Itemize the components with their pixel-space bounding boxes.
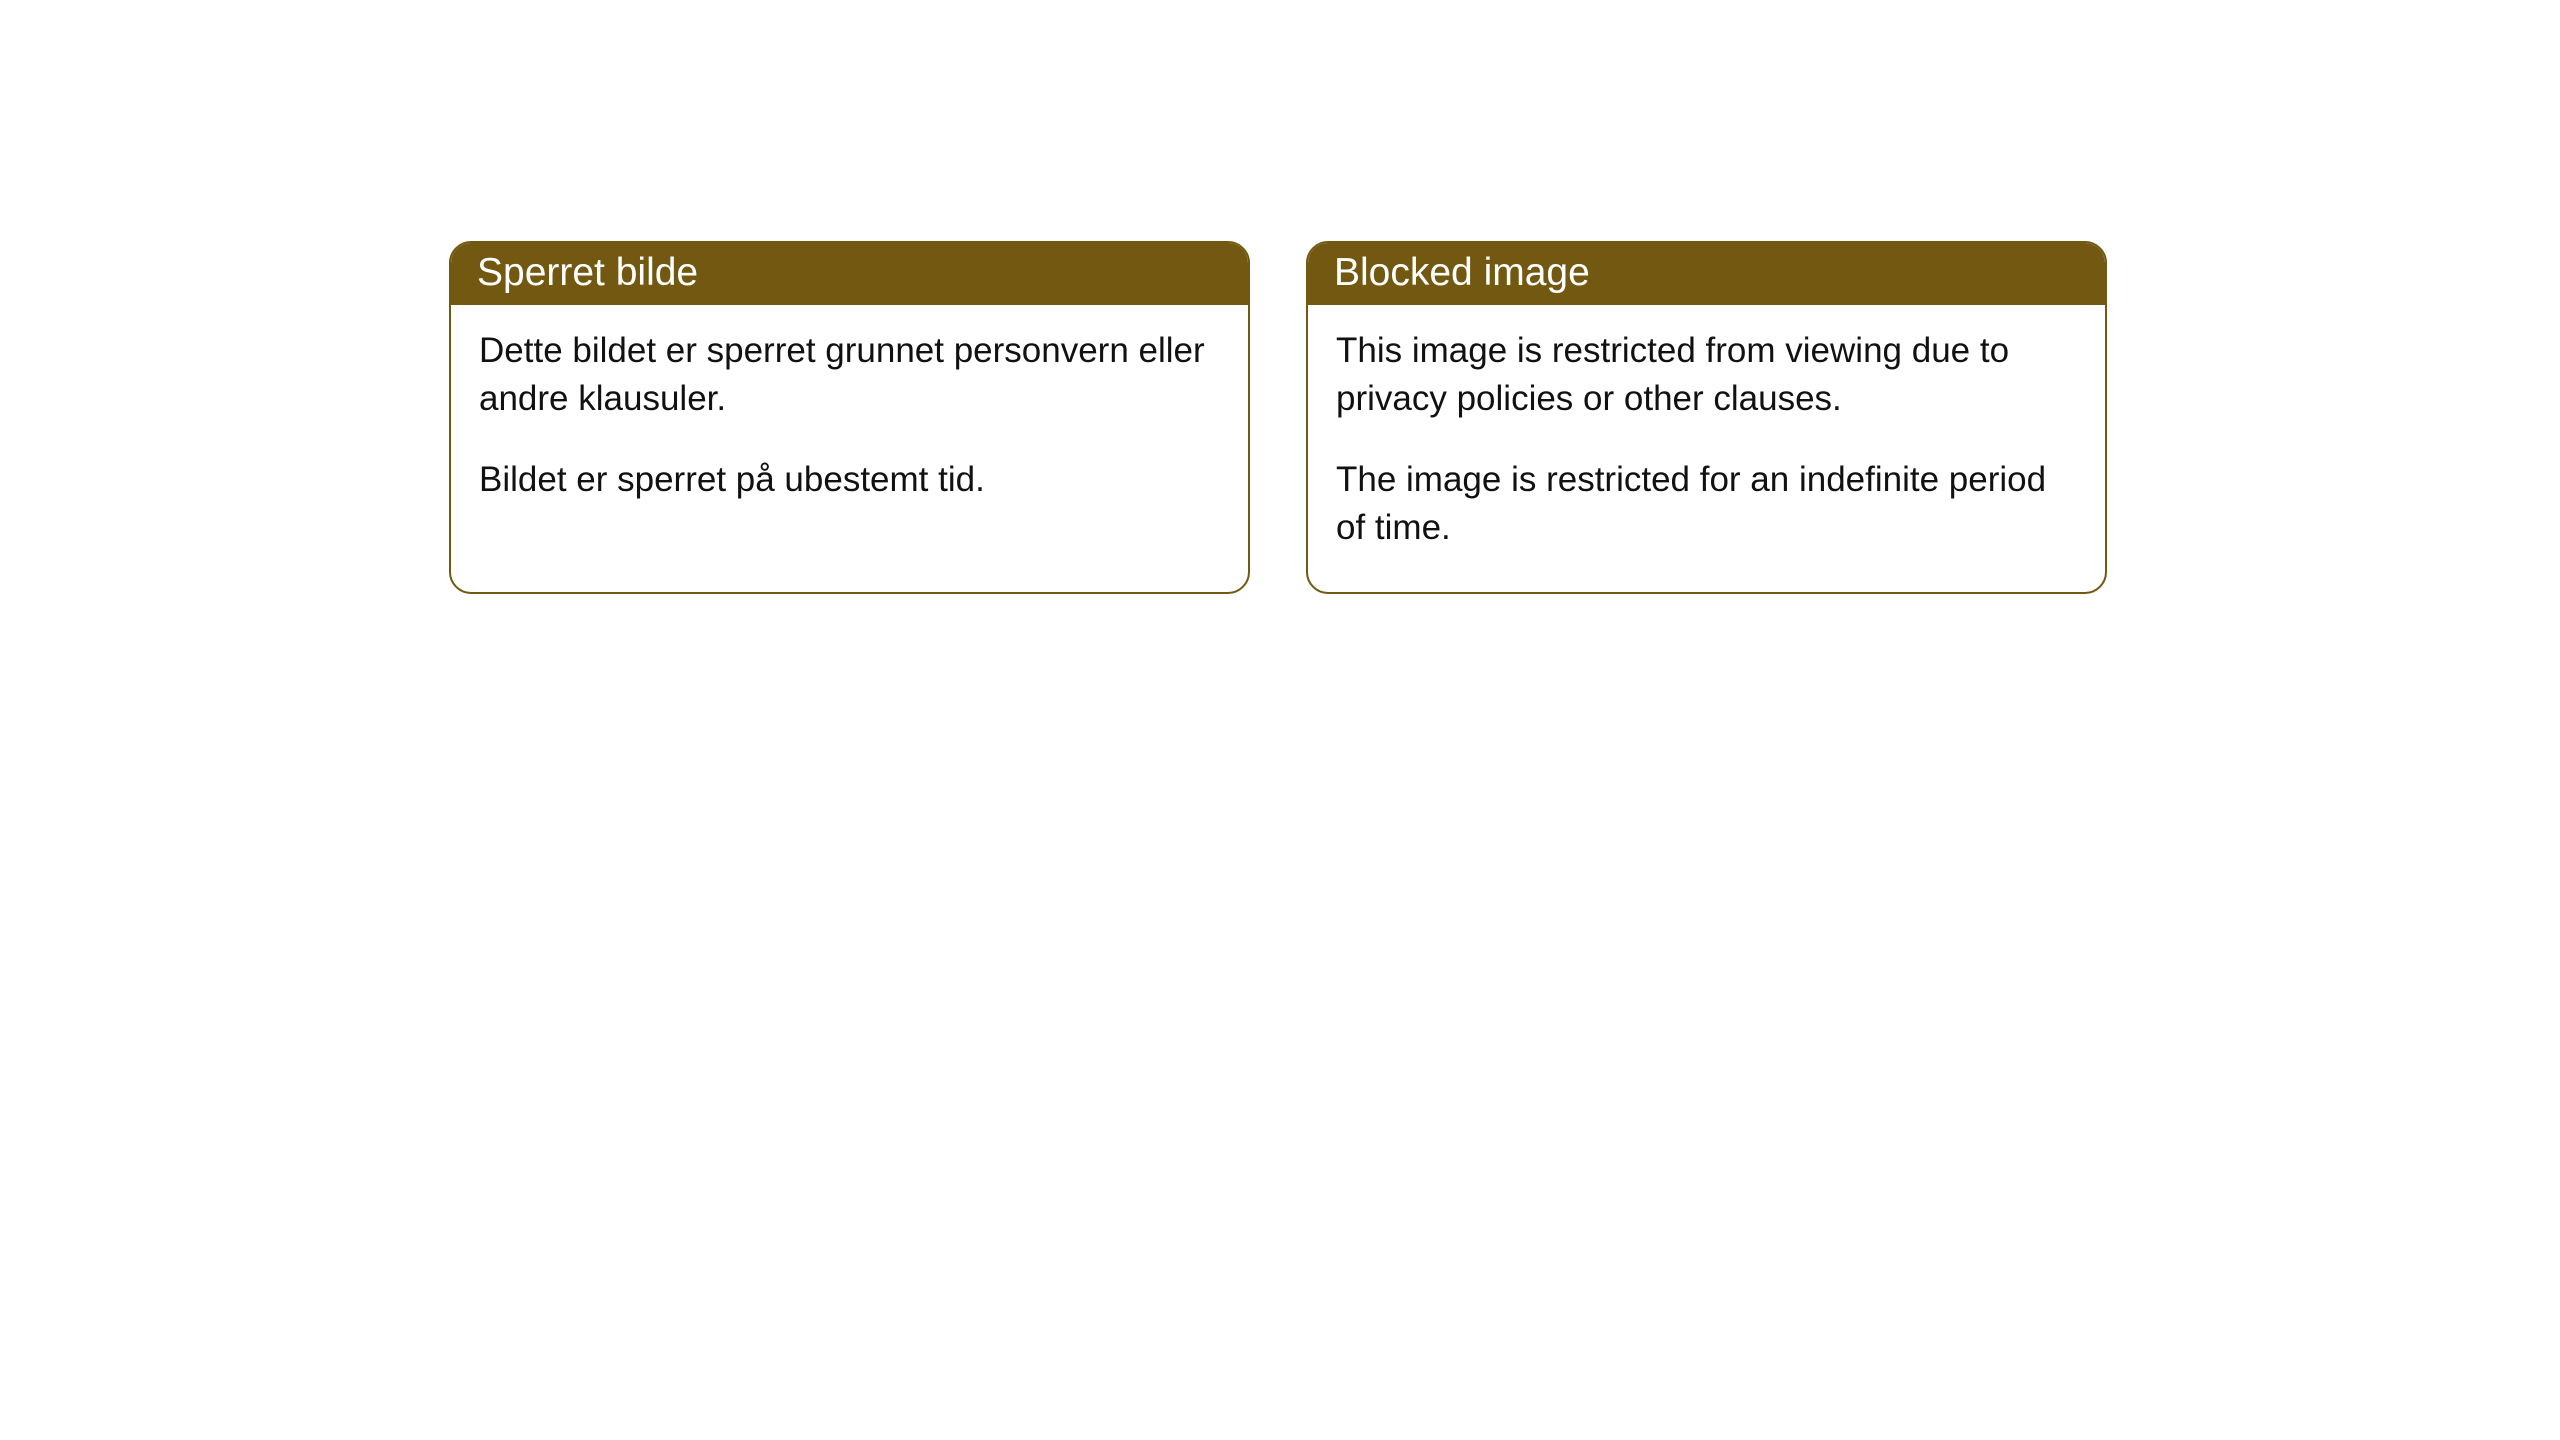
notice-card-norwegian: Sperret bilde Dette bildet er sperret gr… [449,241,1250,594]
card-header: Sperret bilde [451,243,1248,305]
card-header: Blocked image [1308,243,2105,305]
card-title: Blocked image [1334,251,1590,294]
card-body: Dette bildet er sperret grunnet personve… [451,305,1248,544]
notice-cards-container: Sperret bilde Dette bildet er sperret gr… [0,0,2560,594]
card-paragraph: Bildet er sperret på ubestemt tid. [479,456,1220,504]
card-paragraph: Dette bildet er sperret grunnet personve… [479,327,1220,424]
notice-card-english: Blocked image This image is restricted f… [1306,241,2107,594]
card-paragraph: This image is restricted from viewing du… [1336,327,2077,424]
card-title: Sperret bilde [477,251,698,294]
card-body: This image is restricted from viewing du… [1308,305,2105,592]
card-paragraph: The image is restricted for an indefinit… [1336,456,2077,553]
